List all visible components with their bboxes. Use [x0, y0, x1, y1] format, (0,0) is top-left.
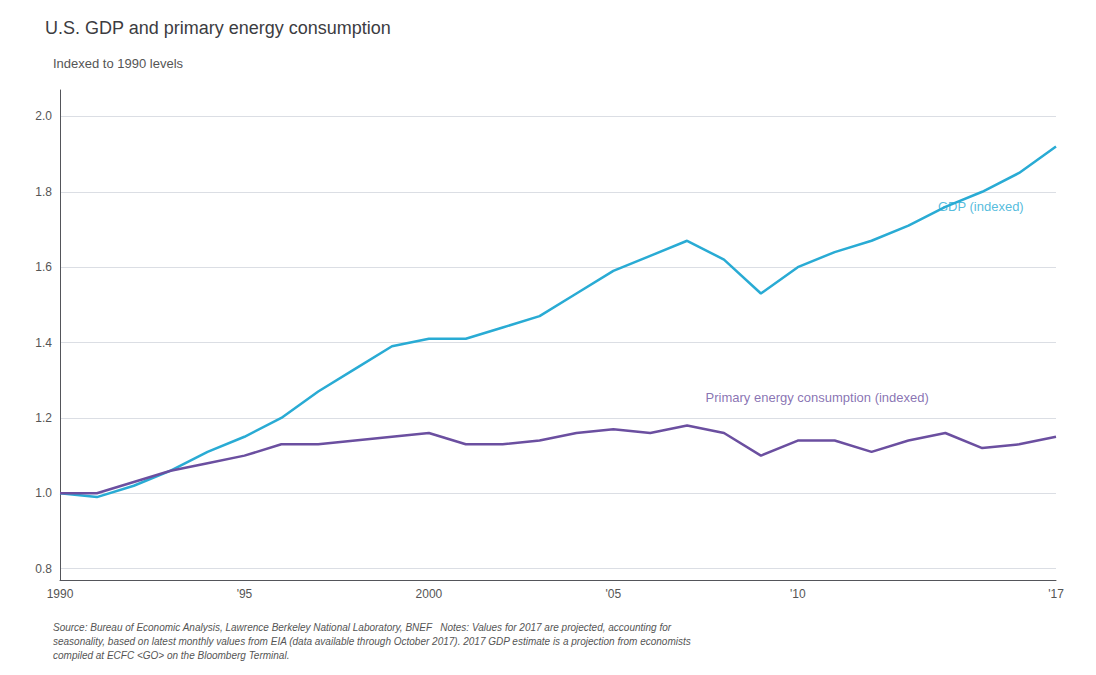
svg-text:GDP (indexed): GDP (indexed)	[938, 199, 1024, 214]
svg-text:'17: '17	[1048, 587, 1064, 601]
svg-text:1990: 1990	[47, 587, 74, 601]
svg-text:1.4: 1.4	[35, 336, 52, 350]
svg-text:0.8: 0.8	[35, 562, 52, 576]
svg-text:1.8: 1.8	[35, 185, 52, 199]
svg-text:U.S. GDP and primary energy co: U.S. GDP and primary energy consumption	[45, 18, 391, 38]
svg-text:1.2: 1.2	[35, 411, 52, 425]
svg-text:1.6: 1.6	[35, 260, 52, 274]
svg-text:Source: Bureau of Economic Ana: Source: Bureau of Economic Analysis, Law…	[53, 622, 672, 633]
svg-text:compiled at ECFC <GO> on the B: compiled at ECFC <GO> on the Bloomberg T…	[53, 650, 289, 661]
svg-text:'05: '05	[606, 587, 622, 601]
svg-text:seasonality, based on latest m: seasonality, based on latest monthly val…	[53, 636, 691, 647]
svg-text:Indexed to 1990 levels: Indexed to 1990 levels	[53, 56, 184, 71]
svg-text:'10: '10	[790, 587, 806, 601]
svg-text:1.0: 1.0	[35, 486, 52, 500]
svg-text:2.0: 2.0	[35, 109, 52, 123]
svg-text:Primary energy consumption (in: Primary energy consumption (indexed)	[706, 390, 929, 405]
svg-text:'95: '95	[237, 587, 253, 601]
svg-text:2000: 2000	[416, 587, 443, 601]
